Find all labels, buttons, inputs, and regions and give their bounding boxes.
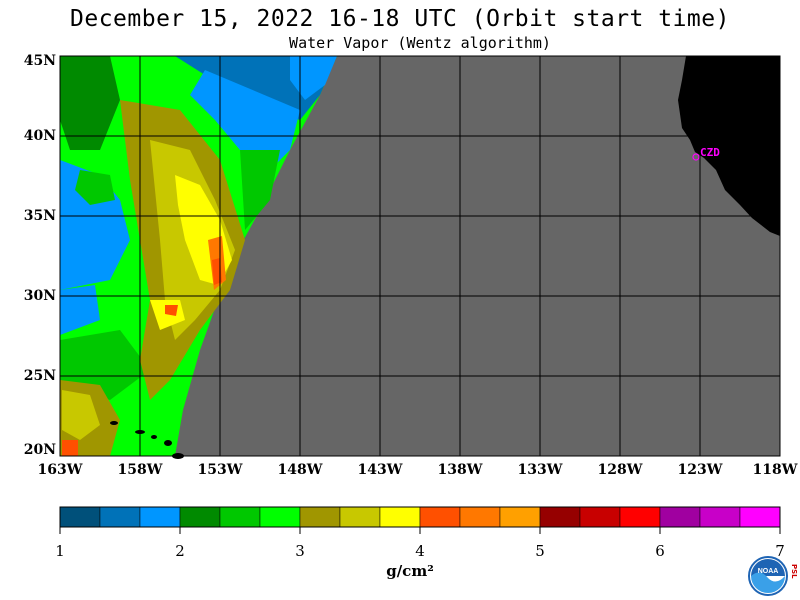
colorbar-tick-label: 3	[295, 542, 305, 560]
lon-label: 163W	[37, 462, 83, 478]
colorbar-tick-label: 1	[55, 542, 65, 560]
lon-label: 158W	[117, 462, 163, 478]
lon-label: 148W	[277, 462, 323, 478]
lon-label: 128W	[597, 462, 643, 478]
lon-label: 138W	[437, 462, 483, 478]
colorbar-tick-label: 2	[175, 542, 185, 560]
lon-label: 118W	[752, 462, 798, 478]
lon-label: 153W	[197, 462, 243, 478]
colorbar-unit: g/cm²	[386, 562, 434, 580]
map-frame	[59, 55, 781, 457]
psl-mark: PSL	[790, 564, 800, 581]
map-subtitle: Water Vapor (Wentz algorithm)	[289, 34, 551, 52]
lat-label: 35N	[23, 208, 56, 224]
psl-text: PSL	[790, 564, 798, 579]
city-marker	[692, 153, 700, 161]
lat-label: 40N	[23, 128, 56, 144]
lon-label: 123W	[677, 462, 723, 478]
colorbar-tick-label: 6	[655, 542, 665, 560]
land-mass	[678, 56, 780, 236]
colorbar-tick-label: 5	[535, 542, 545, 560]
noaa-logo: NOAA	[748, 556, 788, 596]
water-vapor-swath	[60, 56, 337, 456]
lon-label: 133W	[517, 462, 563, 478]
map-title: December 15, 2022 16-18 UTC (Orbit start…	[70, 6, 730, 32]
colorbar-tick-label: 7	[775, 542, 785, 560]
lat-label: 25N	[23, 368, 56, 384]
lat-label: 30N	[23, 288, 56, 304]
city-label: CZD	[700, 146, 720, 159]
lon-label: 143W	[357, 462, 403, 478]
lat-lon-grid	[60, 56, 780, 456]
logo-text: NOAA	[758, 568, 779, 575]
lat-label: 20N	[23, 442, 56, 458]
lat-label: 45N	[23, 53, 56, 69]
colorbar-tick-label: 4	[415, 542, 425, 560]
